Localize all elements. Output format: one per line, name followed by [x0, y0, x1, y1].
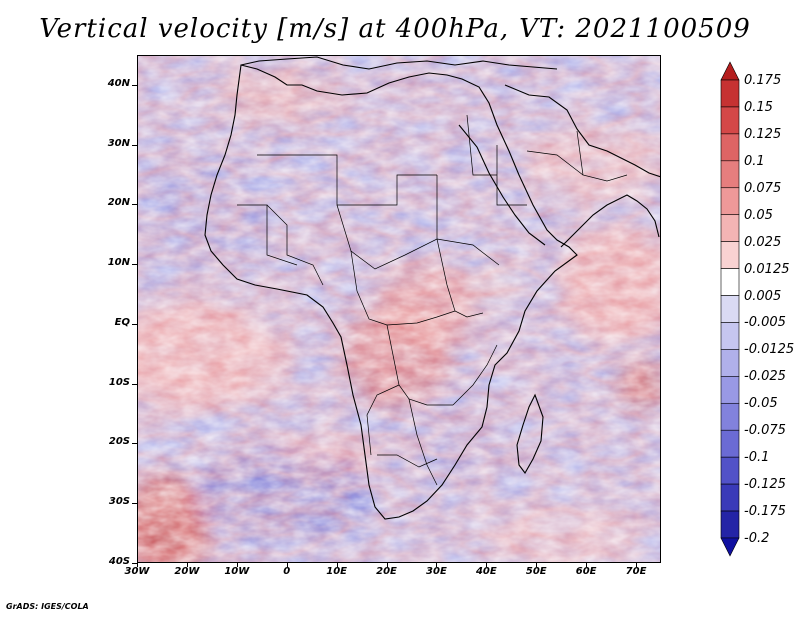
- colorbar-swatch: [720, 376, 740, 404]
- colorbar-level-label: -0.125: [744, 477, 786, 493]
- colorbar-swatch: [720, 295, 740, 323]
- map-frame: [137, 55, 661, 563]
- title-variable: Vertical velocity [m/s] at 400hPa,: [39, 14, 510, 44]
- credit-text: GrADS: IGES/COLA: [6, 602, 89, 611]
- colorbar-level-label: -0.005: [744, 315, 786, 331]
- lat-label: 10S: [108, 376, 130, 388]
- colorbar-level-label: 0.125: [744, 126, 782, 142]
- lon-tick: [336, 563, 338, 567]
- lon-tick: [436, 563, 438, 567]
- lon-label: 40E: [475, 566, 497, 577]
- vertical-velocity-field: [137, 55, 661, 563]
- colorbar-level-label: 0.075: [744, 180, 782, 196]
- colorbar-level-label: -0.2: [744, 531, 770, 546]
- lat-tick: [132, 563, 137, 564]
- colorbar-swatch: [720, 322, 740, 350]
- colorbar-level-label: -0.0125: [744, 342, 795, 358]
- title-valid-time: VT: 2021100509: [519, 14, 751, 44]
- colorbar-level-label: -0.025: [744, 369, 786, 385]
- lon-tick: [186, 563, 188, 567]
- lon-tick: [386, 563, 388, 567]
- colorbar-swatch: [720, 106, 740, 135]
- lon-tick: [236, 563, 238, 567]
- chart-title: Vertical velocity [m/s] at 400hPa, VT: 20…: [0, 14, 800, 44]
- lon-label: 70E: [625, 566, 647, 577]
- colorbar-level-label: 0.05: [744, 207, 773, 223]
- lat-label: 30S: [108, 496, 130, 508]
- lat-label: 40S: [108, 556, 130, 567]
- lon-label: 20W: [174, 566, 200, 577]
- lat-tick: [132, 383, 137, 385]
- colorbar-swatch: [720, 133, 740, 162]
- lon-label: 60E: [575, 566, 597, 577]
- lon-label: 30W: [124, 566, 150, 577]
- map-panel: [137, 55, 661, 563]
- colorbar-level-label: 0.175: [744, 73, 782, 88]
- lon-label: 20E: [376, 566, 397, 577]
- colorbar-level-label: -0.1: [744, 450, 770, 466]
- colorbar-level-label: 0.005: [744, 288, 782, 304]
- lat-tick: [132, 323, 137, 325]
- colorbar-swatch: [720, 160, 740, 189]
- colorbar-swatch: [720, 537, 740, 557]
- colorbar: [720, 61, 740, 557]
- colorbar-level-label: 0.15: [744, 99, 773, 115]
- lon-tick: [536, 563, 538, 567]
- lat-tick: [132, 264, 137, 266]
- colorbar-swatch: [720, 510, 740, 539]
- lat-label: 10N: [107, 257, 130, 269]
- lon-tick: [137, 563, 138, 567]
- lon-label: 10E: [326, 566, 347, 577]
- lat-tick: [132, 503, 137, 505]
- lat-label: EQ: [114, 316, 130, 328]
- colorbar-swatch: [720, 483, 740, 512]
- lat-tick: [132, 204, 137, 206]
- lon-tick: [586, 563, 588, 567]
- lon-tick: [286, 563, 288, 567]
- lat-label: 40N: [107, 77, 130, 89]
- lat-label: 30N: [107, 137, 130, 149]
- colorbar-swatch: [720, 79, 740, 108]
- colorbar-level-label: 0.025: [744, 234, 782, 250]
- colorbar-swatch: [720, 456, 740, 485]
- colorbar-swatch: [720, 214, 740, 242]
- colorbar-level-label: -0.175: [744, 504, 786, 520]
- colorbar-swatch: [720, 402, 740, 431]
- colorbar-swatch: [720, 61, 740, 81]
- lon-tick: [486, 563, 488, 567]
- colorbar-swatch: [720, 241, 740, 269]
- colorbar-level-label: -0.075: [744, 423, 786, 439]
- country-borders: [237, 114, 628, 486]
- lon-label: 30E: [426, 566, 447, 577]
- colorbar-level-label: -0.05: [744, 396, 778, 412]
- lat-tick: [132, 84, 137, 86]
- coastlines: [204, 56, 661, 520]
- colorbar-swatch: [720, 268, 740, 296]
- lat-label: 20S: [108, 436, 130, 448]
- lat-label: 20N: [107, 197, 130, 209]
- lon-tick: [636, 563, 638, 567]
- lat-tick: [132, 443, 137, 445]
- colorbar-level-label: 0.1: [744, 153, 765, 169]
- lon-label: 0: [283, 566, 291, 577]
- colorbar-swatch: [720, 429, 740, 458]
- lon-label: 50E: [525, 566, 547, 577]
- colorbar-level-label: 0.0125: [744, 261, 790, 277]
- colorbar-swatch: [720, 187, 740, 216]
- lat-tick: [132, 144, 137, 146]
- colorbar-swatch: [720, 349, 740, 377]
- lon-label: 10W: [224, 566, 250, 577]
